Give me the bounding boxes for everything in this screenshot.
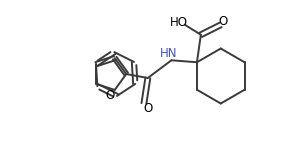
Text: O: O [219,15,228,28]
Text: O: O [105,89,114,102]
Text: O: O [143,102,152,115]
Text: HO: HO [170,16,188,29]
Text: HN: HN [160,47,177,60]
